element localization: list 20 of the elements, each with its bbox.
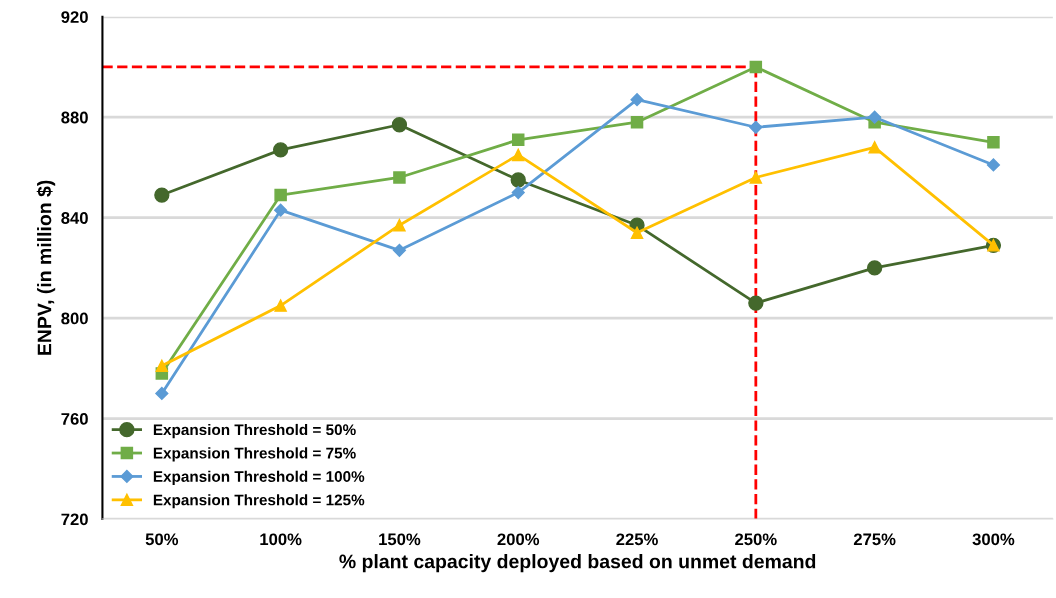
x-tick-label: 275%	[853, 533, 896, 546]
x-tick-label: 300%	[972, 533, 1015, 546]
legend-label: Expansion Threshold = 100%	[153, 470, 365, 485]
x-tick-label: 150%	[379, 533, 421, 546]
x-tick-label: 225%	[616, 533, 658, 546]
y-axis-title: ENPV, (in million $)	[36, 180, 56, 355]
y-tick-label: 840	[61, 212, 88, 224]
y-tick-label: 880	[61, 111, 88, 124]
y-tick-label: 720	[61, 513, 88, 526]
x-tick-label: 250%	[735, 533, 777, 546]
legend-label: Expansion Threshold = 50%	[153, 423, 356, 439]
y-tick-label: 800	[61, 312, 88, 325]
x-tick-label: 50%	[145, 533, 179, 546]
x-tick-label: 200%	[497, 533, 540, 546]
x-axis-title: % plant capacity deployed based on unmet demand	[339, 554, 816, 573]
y-tick-label: 760	[61, 413, 88, 425]
x-tick-label: 100%	[260, 533, 302, 546]
legend-label: Expansion Threshold = 75%	[153, 447, 356, 462]
legend-label: Expansion Threshold = 125%	[153, 494, 365, 509]
y-tick-label: 920	[61, 11, 88, 23]
